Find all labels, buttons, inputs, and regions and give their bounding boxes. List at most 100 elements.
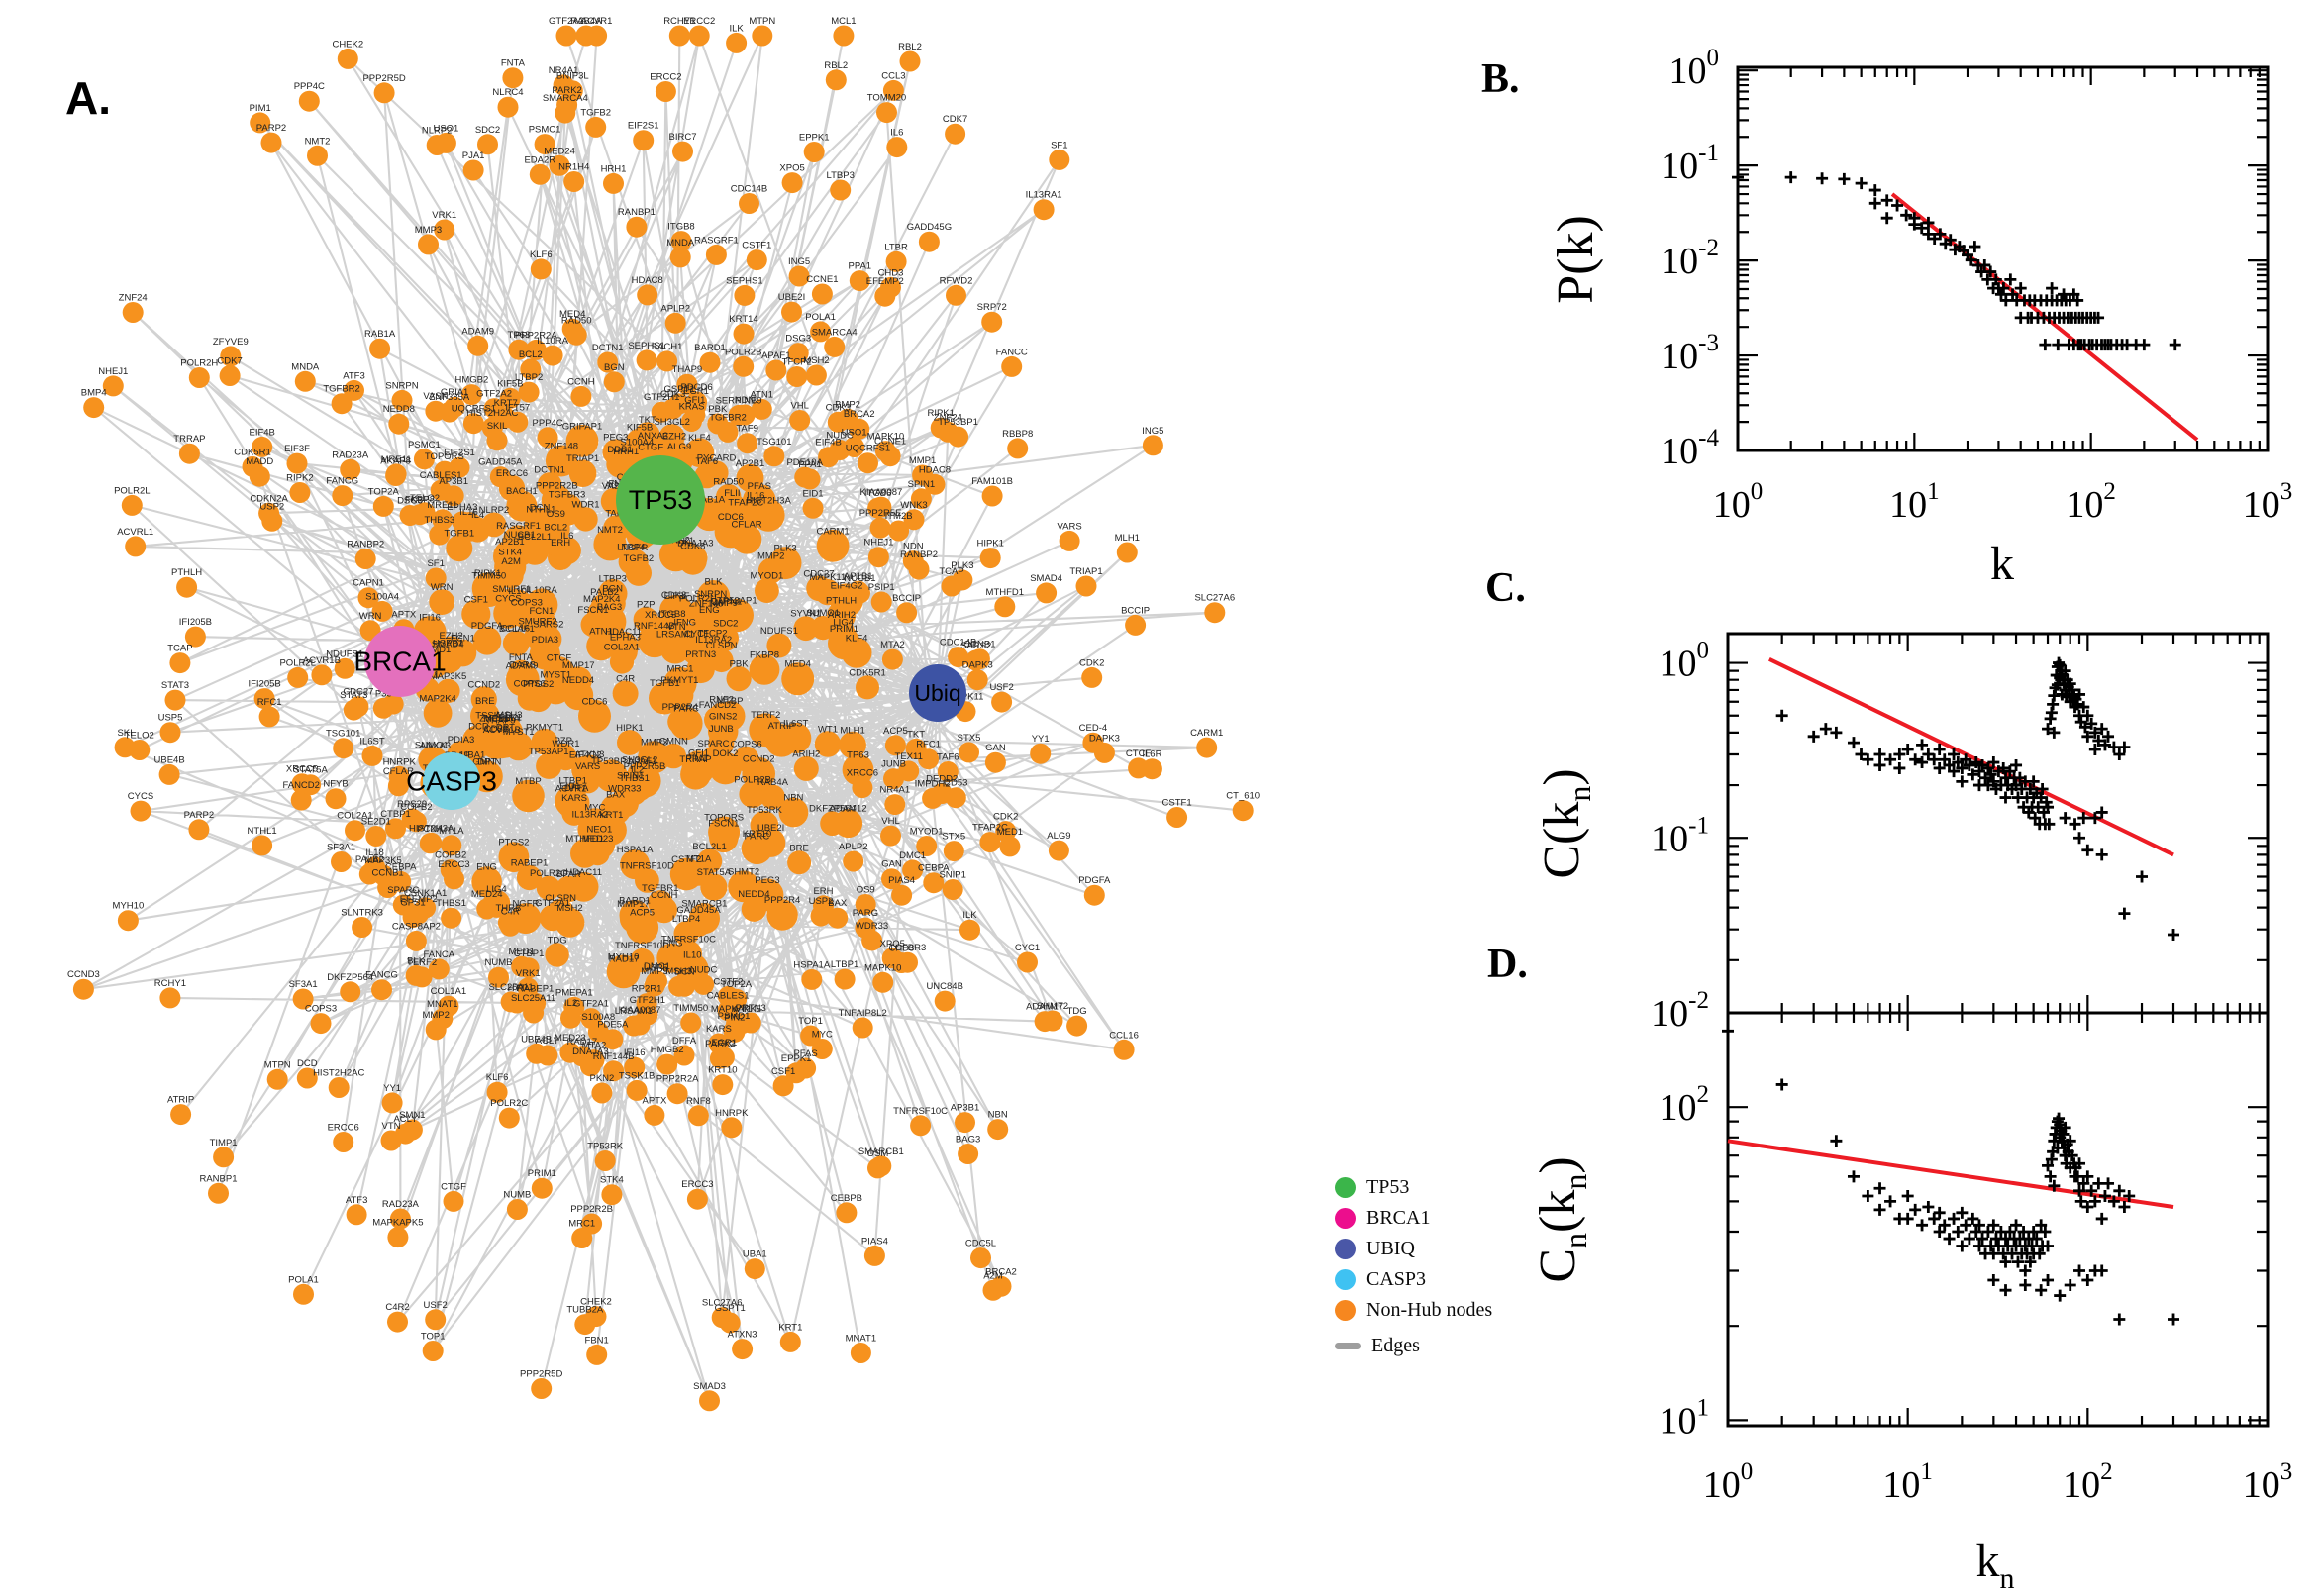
- network-node[interactable]: [699, 1390, 720, 1412]
- network-node[interactable]: [829, 617, 855, 643]
- network-node[interactable]: [307, 145, 328, 166]
- network-node[interactable]: [737, 433, 758, 454]
- network-node[interactable]: [520, 358, 542, 380]
- network-node[interactable]: [881, 868, 902, 890]
- network-node[interactable]: [910, 1115, 932, 1137]
- network-node[interactable]: [603, 1060, 625, 1082]
- network-node[interactable]: [881, 648, 903, 670]
- network-node[interactable]: [164, 689, 186, 711]
- network-node[interactable]: [611, 960, 637, 986]
- network-node[interactable]: [810, 905, 832, 927]
- network-node[interactable]: [310, 1013, 332, 1035]
- network-node[interactable]: [220, 346, 242, 367]
- network-node[interactable]: [916, 836, 938, 856]
- network-node[interactable]: [158, 763, 180, 785]
- network-node[interactable]: [252, 436, 273, 457]
- network-node[interactable]: [510, 903, 542, 935]
- network-node[interactable]: [891, 884, 913, 906]
- network-node[interactable]: [526, 1043, 548, 1064]
- network-node[interactable]: [839, 731, 866, 759]
- network-node[interactable]: [899, 50, 921, 72]
- network-node[interactable]: [968, 648, 990, 670]
- network-node[interactable]: [579, 1055, 601, 1077]
- network-node[interactable]: [651, 401, 672, 423]
- network-node[interactable]: [728, 870, 759, 903]
- network-node[interactable]: [946, 284, 966, 306]
- network-node[interactable]: [563, 996, 585, 1018]
- network-node[interactable]: [425, 1309, 447, 1331]
- network-node[interactable]: [357, 587, 379, 609]
- network-node[interactable]: [701, 746, 726, 771]
- network-node[interactable]: [766, 633, 792, 658]
- network-node[interactable]: [506, 490, 538, 522]
- network-node[interactable]: [728, 404, 750, 426]
- network-node[interactable]: [880, 276, 901, 298]
- network-node[interactable]: [1166, 807, 1188, 828]
- network-node[interactable]: [758, 557, 784, 584]
- network-node[interactable]: [931, 783, 953, 804]
- network-node[interactable]: [896, 602, 918, 624]
- network-node[interactable]: [1116, 542, 1138, 563]
- network-node[interactable]: [462, 159, 484, 181]
- network-node[interactable]: [325, 788, 347, 810]
- network-node[interactable]: [924, 473, 946, 495]
- network-node[interactable]: [746, 249, 767, 271]
- network-node[interactable]: [942, 879, 963, 900]
- network-node[interactable]: [811, 1039, 833, 1059]
- network-node[interactable]: [418, 234, 439, 255]
- network-node[interactable]: [603, 172, 624, 194]
- network-node[interactable]: [296, 1067, 318, 1089]
- network-node[interactable]: [811, 616, 836, 641]
- network-node[interactable]: [518, 957, 540, 979]
- network-node[interactable]: [486, 1081, 508, 1103]
- network-node[interactable]: [289, 482, 311, 503]
- network-node[interactable]: [531, 1378, 553, 1399]
- network-node[interactable]: [888, 520, 910, 542]
- network-node[interactable]: [645, 971, 666, 993]
- network-node[interactable]: [354, 549, 376, 569]
- network-node[interactable]: [531, 728, 558, 755]
- network-node[interactable]: [742, 483, 776, 518]
- network-node[interactable]: [856, 675, 879, 700]
- hub-tp53[interactable]: TP53: [616, 455, 705, 545]
- network-node[interactable]: [83, 397, 105, 419]
- network-node[interactable]: [311, 664, 333, 686]
- network-node[interactable]: [660, 743, 686, 769]
- network-node[interactable]: [348, 696, 369, 718]
- network-node[interactable]: [827, 907, 849, 929]
- network-node[interactable]: [751, 398, 772, 420]
- network-node[interactable]: [685, 395, 707, 417]
- network-node[interactable]: [668, 25, 690, 47]
- network-node[interactable]: [208, 1182, 229, 1204]
- network-node[interactable]: [635, 868, 659, 893]
- network-node[interactable]: [872, 971, 894, 993]
- network-node[interactable]: [708, 816, 741, 848]
- network-node[interactable]: [705, 244, 727, 265]
- network-node[interactable]: [391, 389, 413, 411]
- network-node[interactable]: [810, 321, 832, 343]
- network-node[interactable]: [651, 896, 677, 924]
- network-node[interactable]: [966, 669, 988, 691]
- network-node[interactable]: [656, 350, 678, 372]
- network-node[interactable]: [176, 576, 198, 598]
- network-node[interactable]: [885, 250, 907, 272]
- network-node[interactable]: [337, 48, 358, 69]
- network-node[interactable]: [732, 1339, 754, 1360]
- network-node[interactable]: [617, 730, 643, 755]
- network-node[interactable]: [542, 345, 563, 366]
- network-node[interactable]: [698, 596, 723, 622]
- network-node[interactable]: [670, 231, 692, 252]
- network-node[interactable]: [529, 163, 551, 185]
- network-node[interactable]: [772, 1075, 794, 1097]
- network-node[interactable]: [666, 1083, 688, 1105]
- network-node[interactable]: [344, 379, 364, 401]
- network-node[interactable]: [1082, 732, 1104, 753]
- network-node[interactable]: [534, 134, 556, 155]
- network-node[interactable]: [726, 666, 752, 692]
- network-node[interactable]: [802, 497, 824, 519]
- network-node[interactable]: [918, 748, 940, 770]
- network-node[interactable]: [627, 761, 653, 788]
- network-node[interactable]: [365, 826, 387, 847]
- network-node[interactable]: [858, 452, 878, 474]
- network-node[interactable]: [381, 1092, 403, 1114]
